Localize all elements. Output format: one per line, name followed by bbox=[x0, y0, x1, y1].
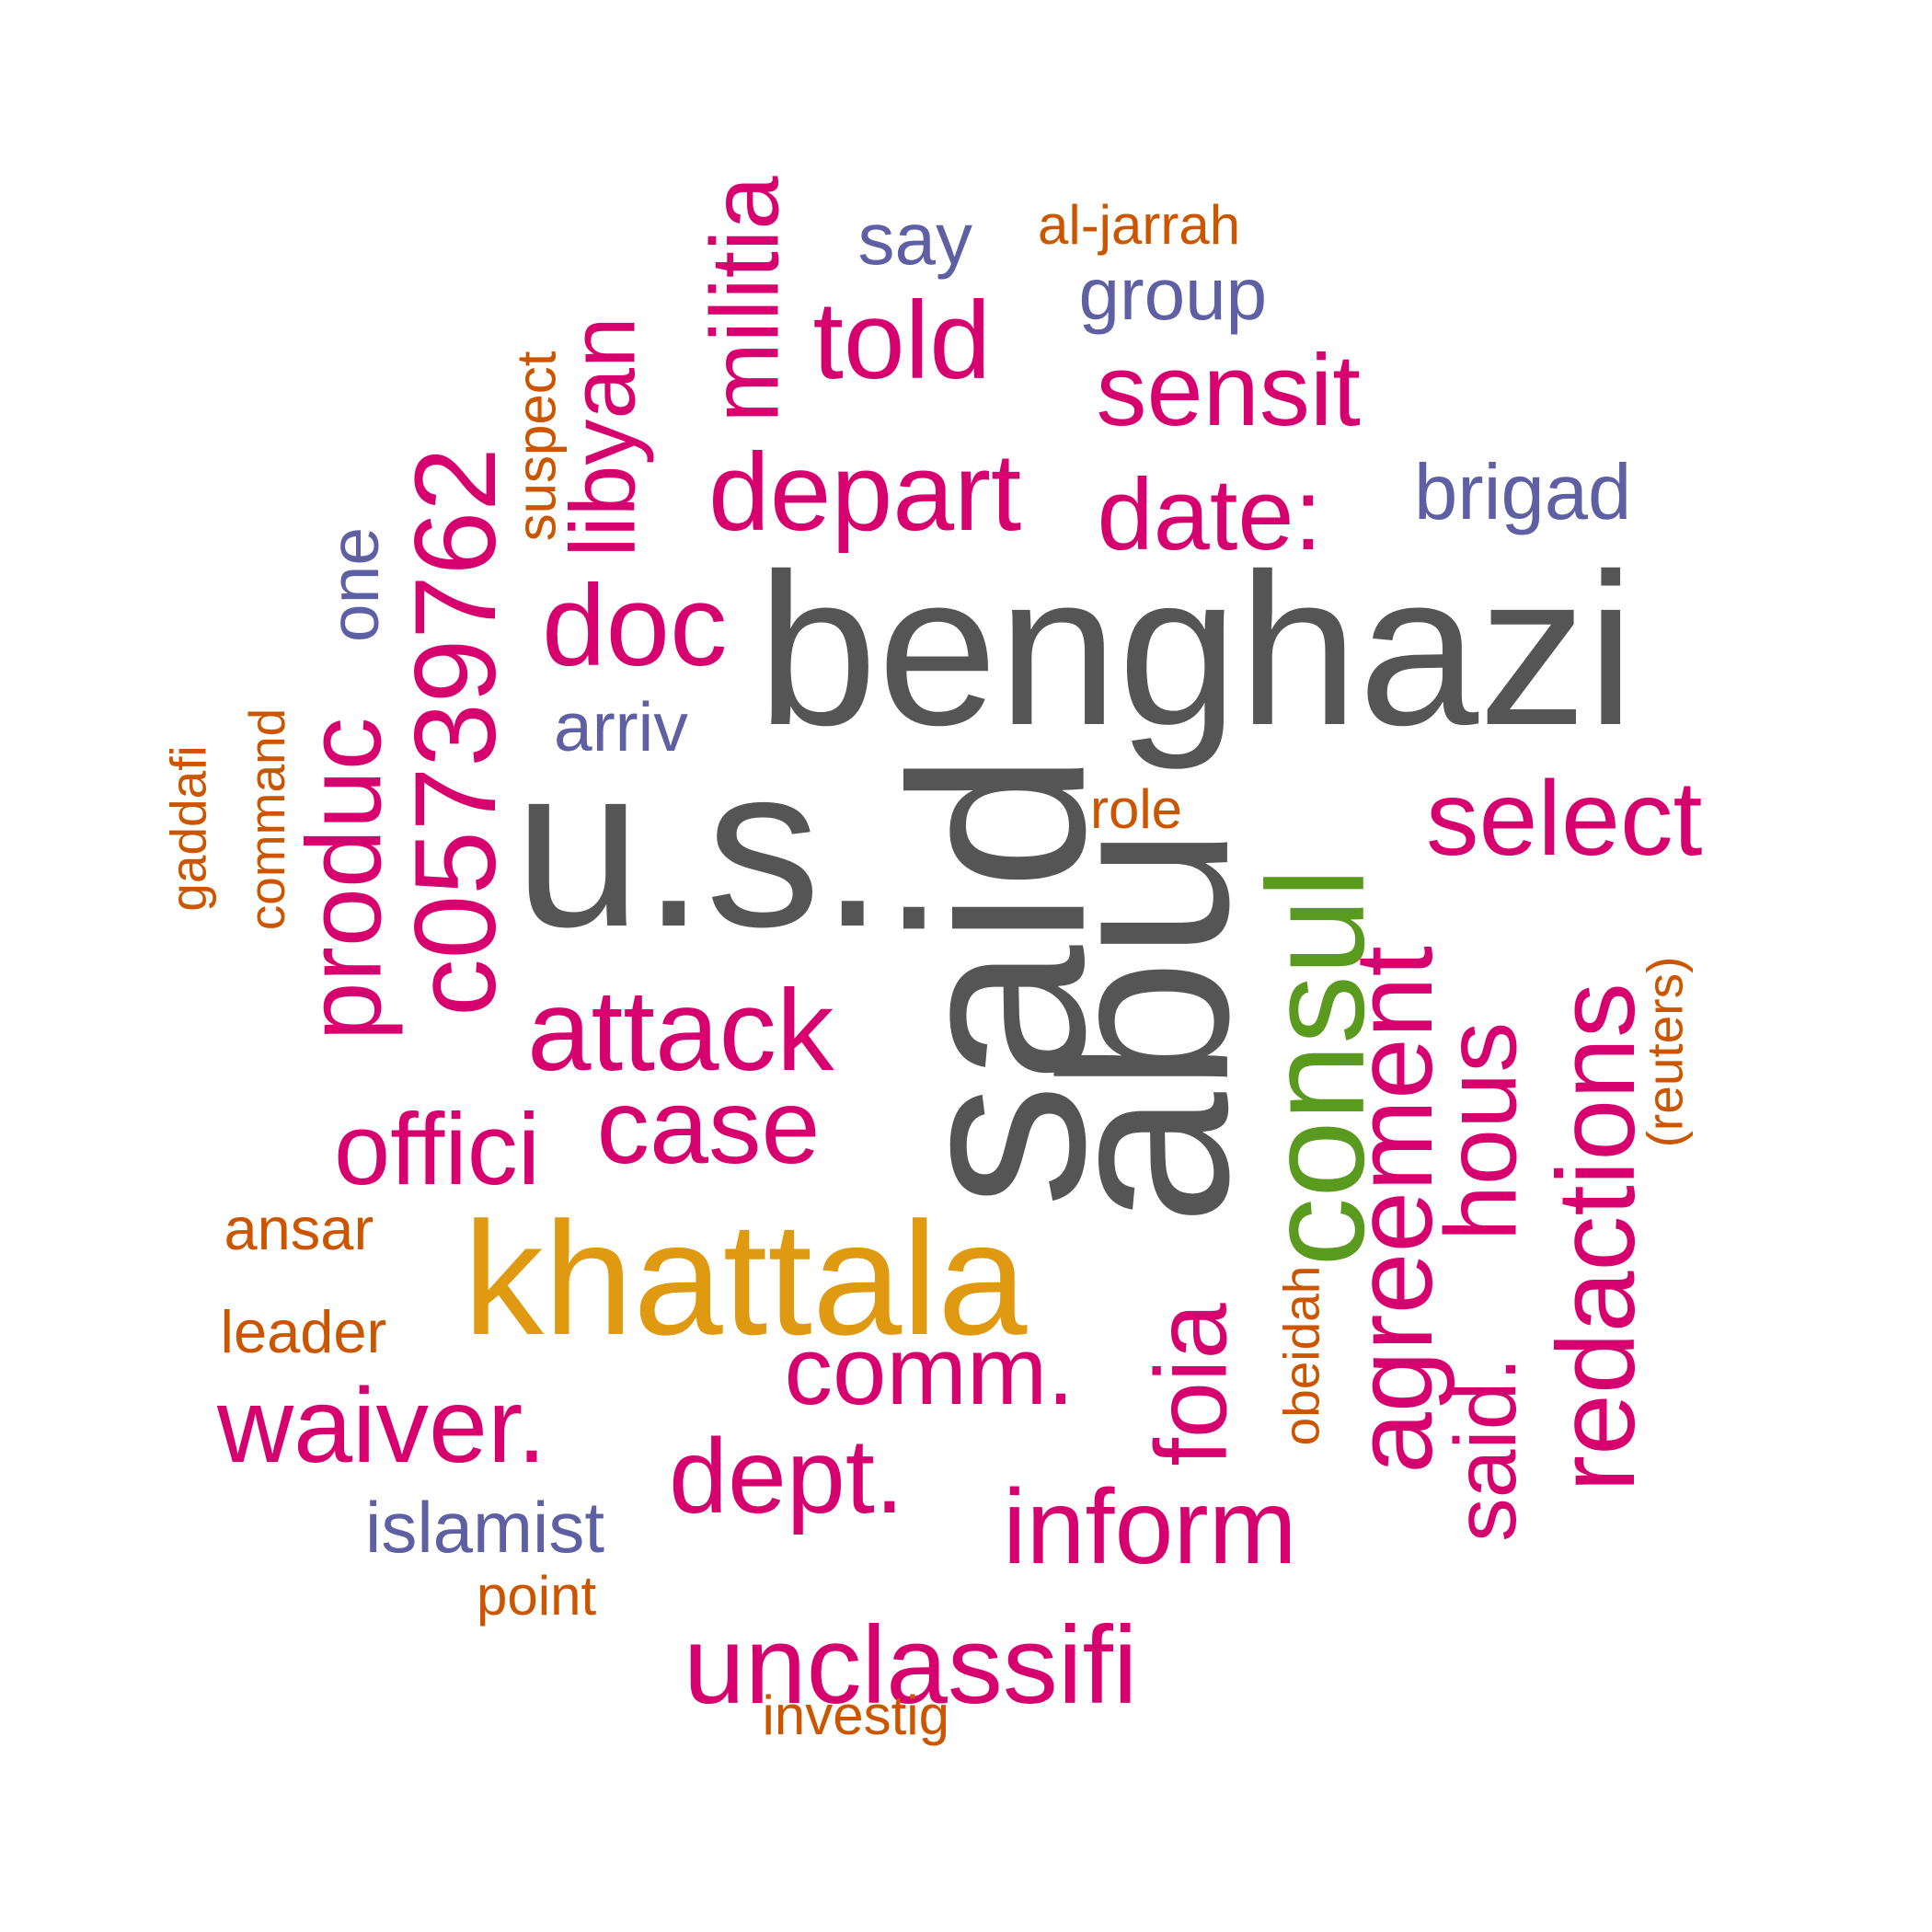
word-case: case bbox=[596, 1067, 821, 1186]
word-benghazi: benghazi bbox=[757, 527, 1635, 770]
word-inform: inform bbox=[1003, 1467, 1297, 1586]
word-leader: leader bbox=[220, 1297, 387, 1365]
word-reuters: (reuters) bbox=[1636, 956, 1694, 1147]
word-gaddafi: gaddafi bbox=[159, 744, 217, 912]
word-command: command bbox=[237, 707, 295, 930]
word-point: point bbox=[477, 1565, 597, 1627]
word-brigad: brigad bbox=[1414, 448, 1632, 536]
word-us: u.s. bbox=[513, 718, 885, 974]
word-sensit: sensit bbox=[1096, 334, 1361, 447]
word-select: select bbox=[1426, 759, 1703, 878]
word-dept: dept. bbox=[669, 1417, 904, 1535]
word-doc: doc bbox=[542, 561, 728, 690]
word-depart: depart bbox=[708, 431, 1022, 554]
word-attack: attack bbox=[527, 966, 834, 1095]
word-ansar: ansar bbox=[224, 1194, 374, 1262]
word-libyan: libyan bbox=[551, 316, 655, 558]
word-offici: offici bbox=[334, 1093, 541, 1206]
word-foia: foia bbox=[1134, 1303, 1248, 1466]
word-khattala: khattala bbox=[463, 1189, 1028, 1369]
word-al-jarrah: al-jarrah bbox=[1038, 194, 1241, 256]
word-say: say bbox=[857, 198, 973, 280]
word-unclassifi: unclassifi bbox=[684, 1604, 1138, 1727]
word-role: role bbox=[1090, 778, 1183, 840]
word-abu: abu bbox=[1011, 826, 1279, 1225]
word-redactions: redactions bbox=[1534, 983, 1658, 1492]
word-produc: produc bbox=[285, 717, 404, 1041]
word-said-dot: said. bbox=[1436, 1356, 1535, 1542]
word-date: date: bbox=[1097, 458, 1323, 571]
word-waiver: waiver. bbox=[217, 1366, 546, 1485]
word-investig: investig bbox=[762, 1685, 949, 1746]
word-group: group bbox=[1078, 253, 1268, 335]
word-one: one bbox=[315, 526, 393, 642]
word-arriv: arriv bbox=[554, 687, 688, 765]
word-hous: hous bbox=[1423, 1021, 1537, 1242]
word-militia: militia bbox=[691, 175, 799, 423]
word-islamist: islamist bbox=[365, 1487, 605, 1568]
word-told: told bbox=[812, 279, 991, 402]
word-suspect: suspect bbox=[504, 351, 567, 542]
word-obeidah: obeidah bbox=[1272, 1265, 1330, 1445]
word-comm: comm. bbox=[784, 1317, 1075, 1425]
word-c05739762: c05739762 bbox=[391, 446, 520, 1017]
